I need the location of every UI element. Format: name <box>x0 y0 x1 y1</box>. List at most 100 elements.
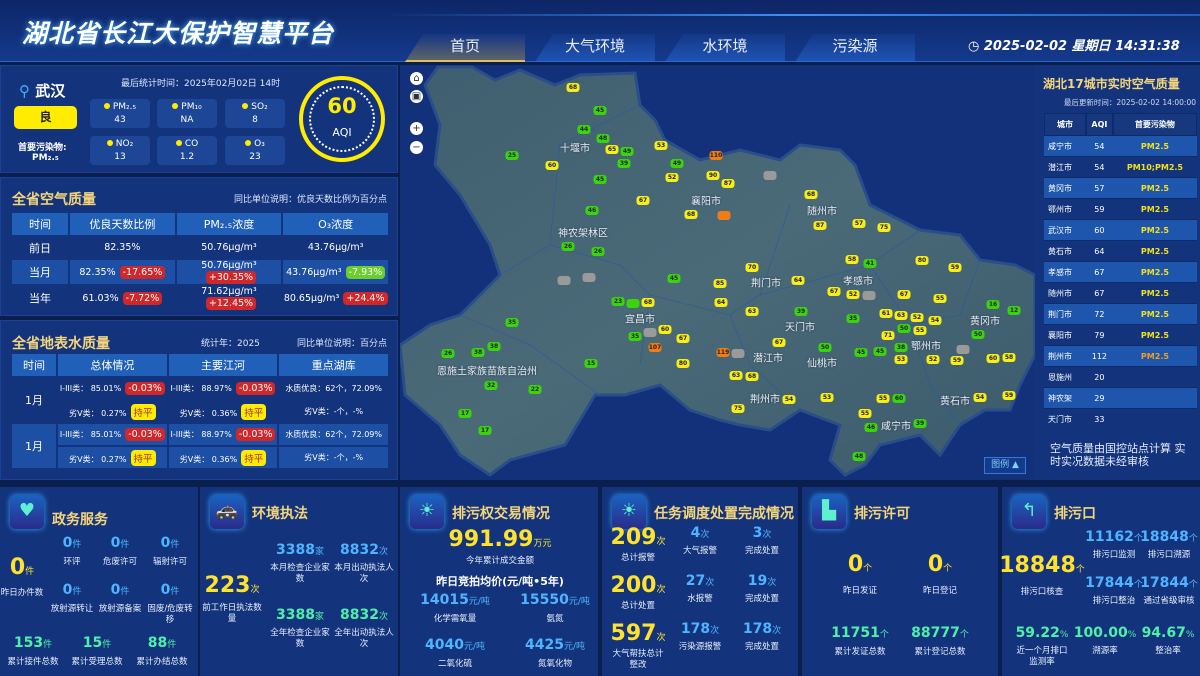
station-marker[interactable]: 60 <box>986 354 1000 363</box>
station-marker[interactable]: 39 <box>617 159 631 168</box>
home-icon[interactable]: ⌂ <box>410 72 423 85</box>
station-marker[interactable]: 39 <box>794 307 808 316</box>
station-marker[interactable]: 87 <box>813 221 827 230</box>
station-marker[interactable]: 59 <box>1002 391 1016 400</box>
station-marker[interactable]: 80 <box>915 256 929 265</box>
legend-button[interactable]: 图例 ▲ <box>984 457 1026 474</box>
station-marker[interactable] <box>862 291 876 300</box>
station-marker[interactable]: 65 <box>605 145 619 154</box>
station-marker[interactable]: 63 <box>729 371 743 380</box>
station-marker[interactable]: 60 <box>892 394 906 403</box>
station-marker[interactable]: 22 <box>528 385 542 394</box>
station-marker[interactable] <box>643 328 657 337</box>
station-marker[interactable]: 59 <box>948 263 962 272</box>
station-marker[interactable] <box>763 171 777 180</box>
station-marker[interactable]: 70 <box>745 263 759 272</box>
station-marker[interactable]: 46 <box>864 423 878 432</box>
station-marker[interactable]: 17 <box>458 409 472 418</box>
station-marker[interactable]: 38 <box>487 342 501 351</box>
station-marker[interactable]: 25 <box>505 151 519 160</box>
station-marker[interactable]: 75 <box>877 223 891 232</box>
station-marker[interactable]: 68 <box>684 210 698 219</box>
station-marker[interactable]: 53 <box>654 141 668 150</box>
station-marker[interactable]: 80 <box>676 359 690 368</box>
station-marker[interactable]: 35 <box>505 318 519 327</box>
station-marker[interactable]: 50 <box>818 343 832 352</box>
station-marker[interactable]: 68 <box>745 372 759 381</box>
station-marker[interactable]: 52 <box>910 313 924 322</box>
station-marker[interactable] <box>717 211 731 220</box>
station-marker[interactable]: 52 <box>846 290 860 299</box>
station-marker[interactable]: 49 <box>620 147 634 156</box>
station-marker[interactable]: 53 <box>894 355 908 364</box>
station-marker[interactable]: 67 <box>827 287 841 296</box>
station-marker[interactable]: 55 <box>876 394 890 403</box>
station-marker[interactable]: 23 <box>611 297 625 306</box>
station-marker[interactable]: 63 <box>745 307 759 316</box>
tab-pollution-source[interactable]: 污染源 <box>795 34 915 62</box>
station-marker[interactable] <box>956 345 970 354</box>
station-marker[interactable]: 12 <box>1007 306 1021 315</box>
station-marker[interactable]: 54 <box>928 316 942 325</box>
station-marker[interactable]: 26 <box>591 247 605 256</box>
station-marker[interactable]: 55 <box>933 294 947 303</box>
station-marker[interactable]: 58 <box>845 255 859 264</box>
station-marker[interactable]: 68 <box>804 190 818 199</box>
station-marker[interactable]: 52 <box>926 355 940 364</box>
tab-air[interactable]: 大气环境 <box>535 34 655 62</box>
zoom-in-button[interactable]: + <box>410 122 423 135</box>
station-marker[interactable]: 55 <box>913 326 927 335</box>
station-marker[interactable]: 60 <box>658 325 672 334</box>
station-marker[interactable]: 67 <box>897 290 911 299</box>
station-marker[interactable]: 64 <box>714 298 728 307</box>
station-marker[interactable]: 45 <box>854 348 868 357</box>
station-marker[interactable]: 107 <box>648 343 662 352</box>
station-marker[interactable]: 119 <box>716 348 730 357</box>
station-marker[interactable] <box>582 273 596 282</box>
station-marker[interactable]: 39 <box>913 419 927 428</box>
station-marker[interactable]: 38 <box>894 343 908 352</box>
station-marker[interactable]: 50 <box>897 324 911 333</box>
station-marker[interactable]: 67 <box>636 196 650 205</box>
city-selector[interactable]: ⚲ 武汉 <box>19 80 65 101</box>
station-marker[interactable]: 110 <box>709 151 723 160</box>
station-marker[interactable]: 48 <box>852 452 866 461</box>
station-marker[interactable]: 26 <box>561 242 575 251</box>
station-marker[interactable]: 61 <box>879 309 893 318</box>
station-marker[interactable]: 67 <box>676 334 690 343</box>
station-marker[interactable]: 16 <box>986 300 1000 309</box>
tab-home[interactable]: 首页 <box>405 34 525 62</box>
station-marker[interactable]: 46 <box>585 206 599 215</box>
station-marker[interactable]: 63 <box>894 311 908 320</box>
station-marker[interactable] <box>731 349 745 358</box>
station-marker[interactable]: 35 <box>846 314 860 323</box>
station-marker[interactable] <box>626 299 640 308</box>
station-marker[interactable]: 90 <box>706 171 720 180</box>
station-marker[interactable]: 75 <box>731 404 745 413</box>
station-marker[interactable]: 45 <box>873 347 887 356</box>
station-marker[interactable]: 68 <box>566 83 580 92</box>
station-marker[interactable]: 49 <box>670 159 684 168</box>
station-marker[interactable]: 53 <box>820 393 834 402</box>
hubei-air-map[interactable]: 十堰市 襄阳市 随州市 神农架林区 荆门市 孝感市 黄冈市 宜昌市 天门市 潜江市 仙桃市 恩施土家族… <box>400 65 1035 480</box>
station-marker[interactable] <box>557 276 571 285</box>
station-marker[interactable]: 58 <box>1002 353 1016 362</box>
station-marker[interactable]: 17 <box>478 426 492 435</box>
layers-icon[interactable]: ▣ <box>410 90 423 103</box>
station-marker[interactable]: 35 <box>628 332 642 341</box>
city-ranking-scroll[interactable]: 城市 AQI 首要污染物 咸宁市 54 PM2.5 潜江市 54 PM10;PM2.5 黄冈市 5… <box>1044 113 1200 429</box>
station-marker[interactable]: 45 <box>593 106 607 115</box>
station-marker[interactable]: 87 <box>721 179 735 188</box>
station-marker[interactable]: 64 <box>791 276 805 285</box>
station-marker[interactable]: 54 <box>782 395 796 404</box>
station-marker[interactable]: 45 <box>593 175 607 184</box>
station-marker[interactable]: 44 <box>577 125 591 134</box>
station-marker[interactable]: 54 <box>973 393 987 402</box>
station-marker[interactable]: 67 <box>772 338 786 347</box>
tab-water[interactable]: 水环境 <box>665 34 785 62</box>
station-marker[interactable]: 60 <box>545 161 559 170</box>
station-marker[interactable]: 48 <box>596 134 610 143</box>
station-marker[interactable]: 55 <box>858 409 872 418</box>
station-marker[interactable]: 57 <box>852 219 866 228</box>
station-marker[interactable]: 59 <box>950 356 964 365</box>
